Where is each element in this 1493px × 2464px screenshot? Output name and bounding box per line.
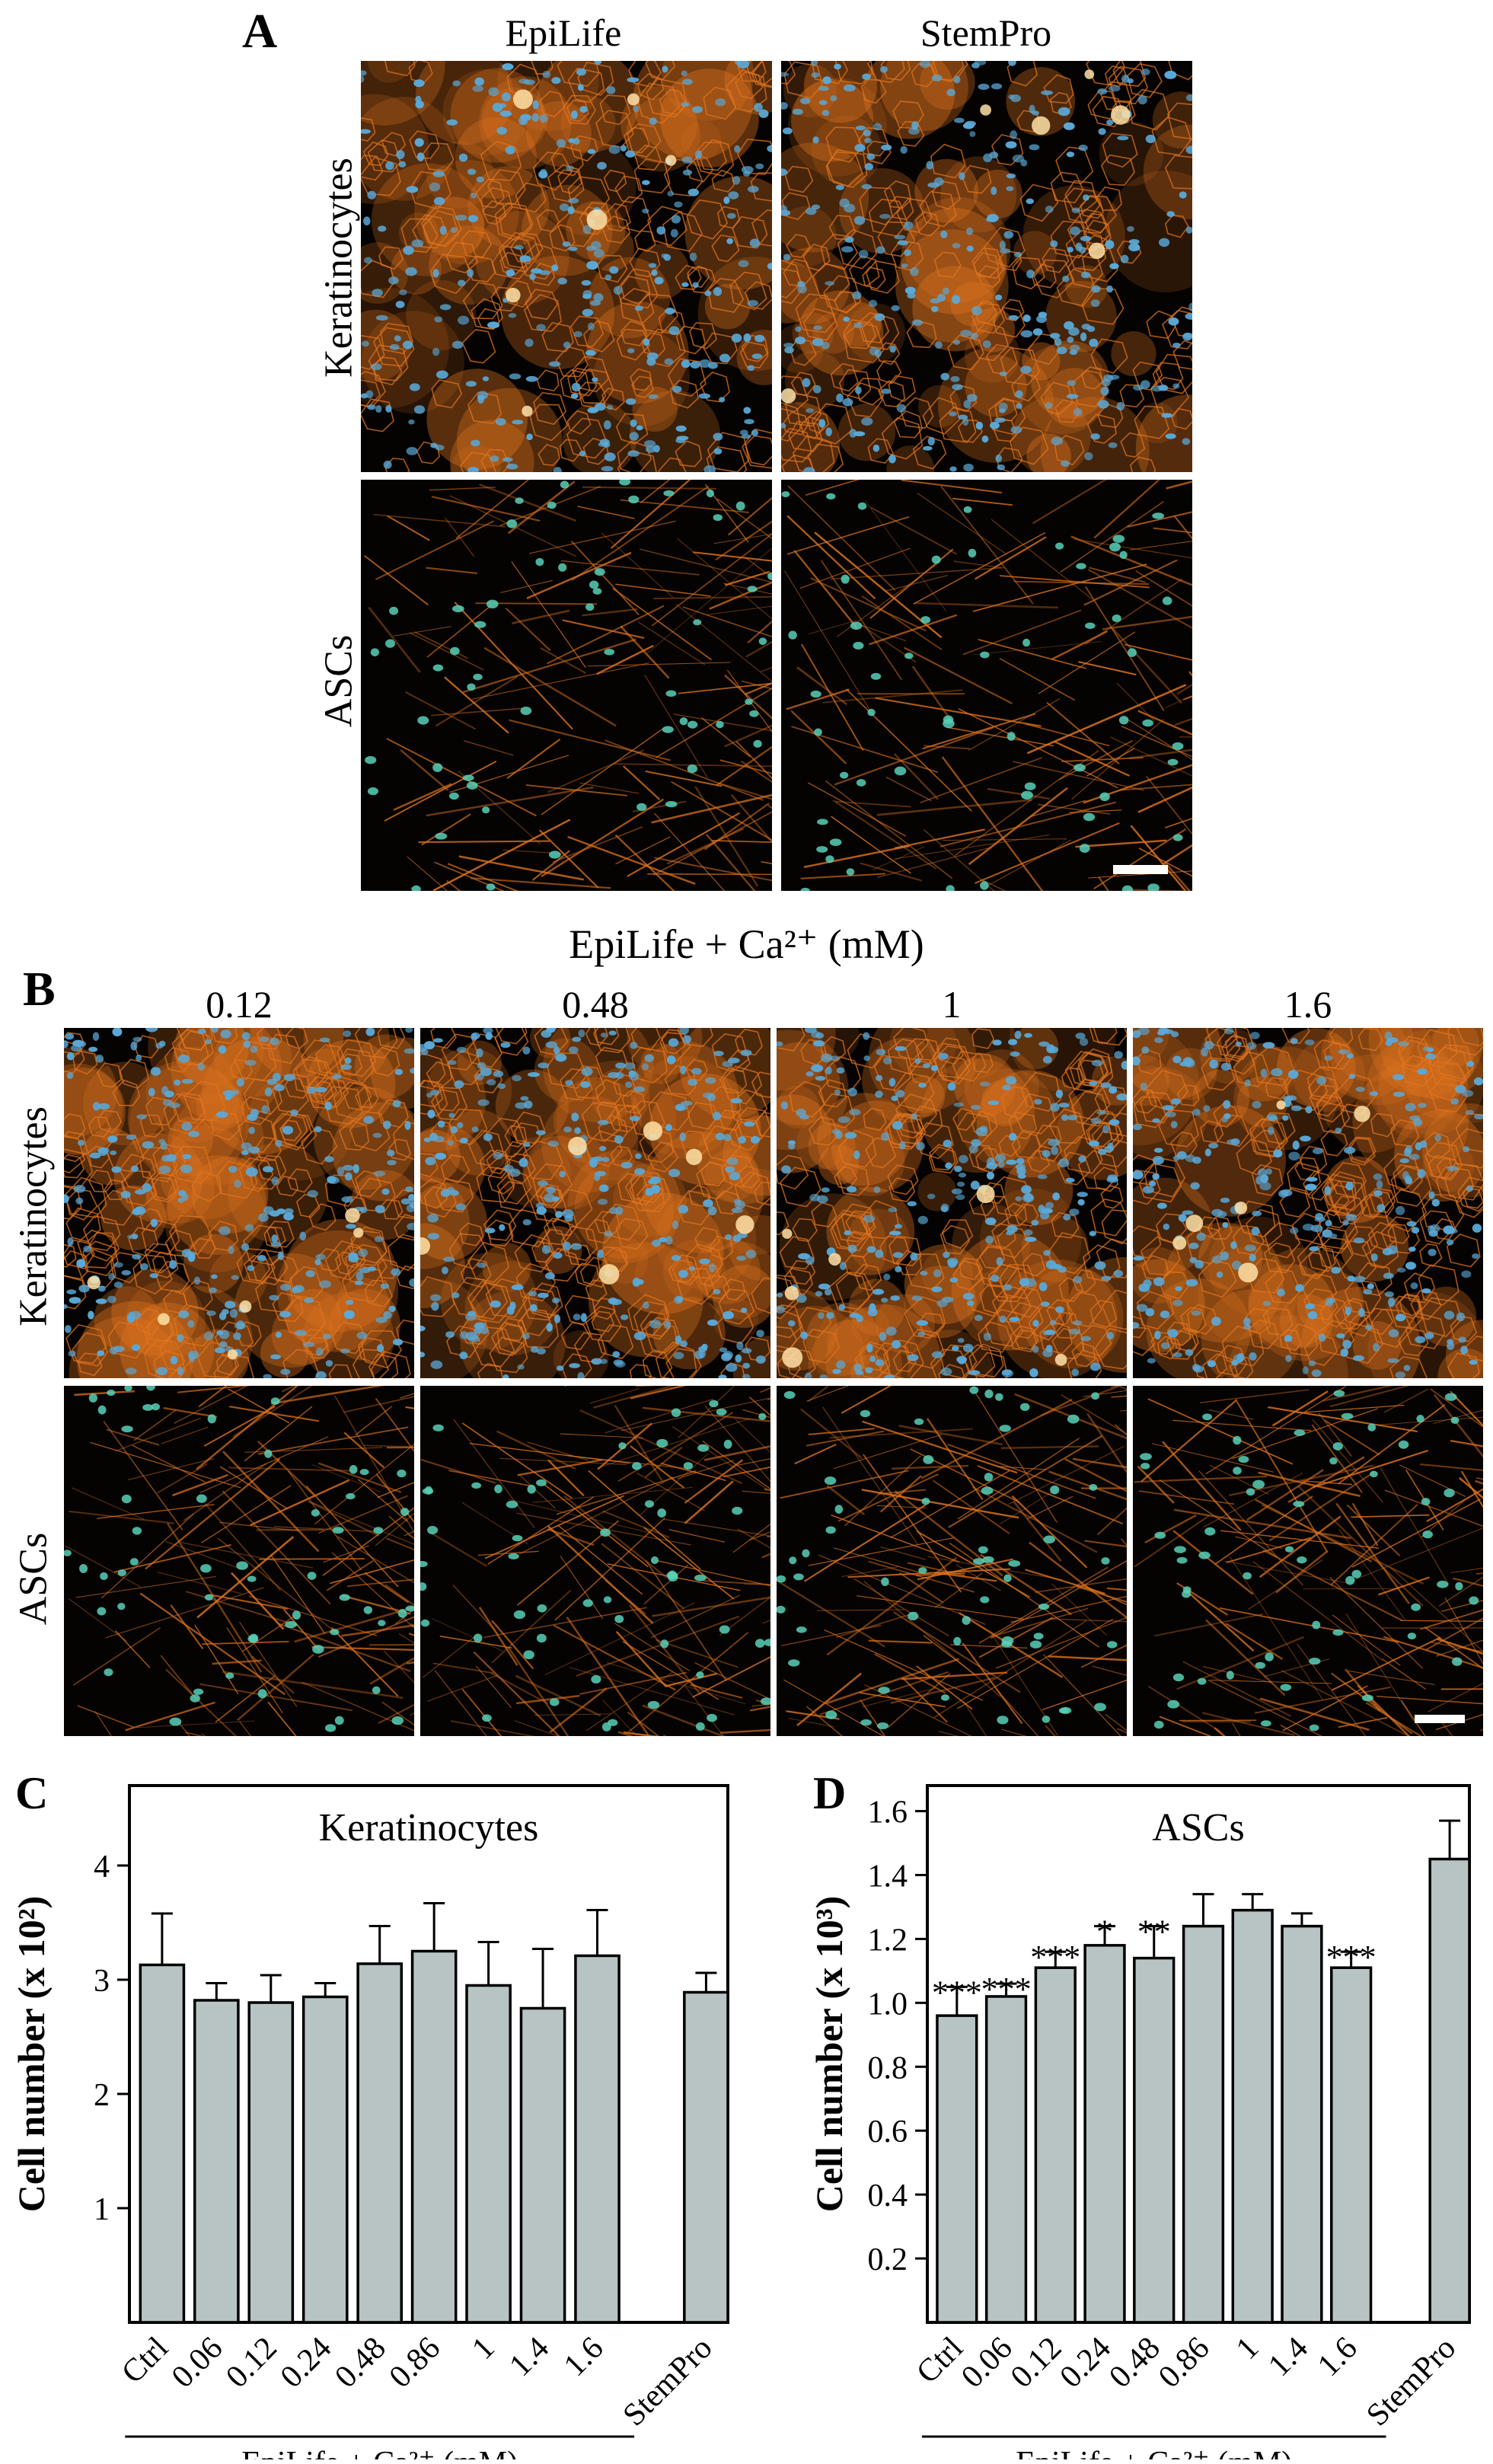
panel-b-col-0-12: 0.12 [206,983,273,1026]
panel-a-letter: A [242,4,278,58]
group-label: EpiLife + Ca²⁺ (mM) [241,2446,518,2459]
panel-a-row-keratinocytes: Keratinocytes [317,158,361,378]
panel-a-col-epilife: EpiLife [505,11,622,54]
micrograph-b-keratinocytes-1-6 [1133,1028,1483,1378]
significance-mark: * [1096,1913,1113,1951]
micrograph-a-ascs-stempro [781,480,1192,891]
y-tick-label: 2 [94,2078,110,2113]
scale-bar-b [1415,1715,1465,1723]
y-axis-label: Cell number (x 10³) [808,1896,850,2212]
x-tick-label: 0.12 [219,2331,283,2395]
panel-b-row-keratinocytes: Keratinocytes [11,1106,56,1326]
bar [1428,1857,1471,2324]
panel-b-col-0-48: 0.48 [562,983,629,1026]
bar [1231,1908,1274,2324]
x-tick-label: Ctrl [910,2331,970,2391]
micrograph-a-keratinocytes-stempro [781,61,1192,472]
bar [356,1962,404,2324]
chart-title: Keratinocytes [319,1806,539,1850]
bar [519,2006,566,2324]
micrograph-b-ascs-0-12 [64,1386,414,1736]
y-tick-label: 0.6 [868,2115,908,2150]
group-label: EpiLife + Ca²⁺ (mM) [1016,2446,1292,2459]
panel-a-row-ascs: ASCs [317,634,361,728]
y-tick-label: 1.4 [868,1859,908,1894]
y-tick-label: 1.6 [868,1795,908,1830]
bar [574,1954,620,2324]
micrograph-b-keratinocytes-0-48 [420,1028,770,1378]
bar [1281,1924,1323,2324]
x-tick-label: StemPro [617,2331,719,2434]
bar [1034,1966,1077,2324]
bar [1133,1956,1176,2324]
chart-title: ASCs [1152,1806,1244,1850]
x-tick-label: 1 [1230,2331,1265,2367]
panel-letter: D [813,1768,846,1818]
bar [936,2014,978,2324]
y-tick-label: 0.4 [868,2178,908,2213]
significance-mark: *** [1326,1939,1377,1976]
x-tick-label: 1.4 [502,2331,556,2384]
y-tick-label: 1.0 [868,1987,908,2022]
bar [1083,1944,1126,2324]
panel-a-col-stempro: StemPro [920,11,1052,54]
x-tick-label: 1.6 [1311,2331,1364,2384]
x-tick-label: 0.86 [383,2331,447,2395]
bar [1182,1924,1225,2324]
y-tick-label: 0.2 [868,2242,908,2277]
bar [984,1995,1028,2324]
x-tick-label: 0.48 [328,2331,392,2395]
y-tick-label: 3 [94,1964,110,1999]
micrograph-b-keratinocytes-0-12 [64,1028,414,1378]
significance-mark: *** [1030,1939,1080,1976]
panel-b-col-1-6: 1.6 [1284,983,1332,1026]
significance-mark: *** [932,1974,982,2011]
significance-mark: ** [1137,1913,1171,1951]
micrograph-b-ascs-1 [777,1386,1127,1736]
chart-c-keratinocytes: Keratinocytes 1 2 3 4 Cell number (x 10²) Ctrl… [10,1768,729,2459]
x-tick-label: Ctrl [115,2331,175,2391]
y-tick-label: 1 [94,2192,110,2227]
significance-mark: *** [981,1971,1032,2008]
bar [465,1984,512,2324]
y-tick-label: 1.2 [868,1923,908,1958]
micrograph-a-ascs-epilife [361,480,772,891]
bar [683,1990,729,2324]
x-tick-label: 0.86 [1152,2331,1216,2395]
x-tick-label: 1.6 [557,2331,611,2384]
x-tick-label: 0.12 [1004,2331,1068,2395]
x-tick-label: 0.24 [274,2331,338,2395]
x-tick-label: 1 [465,2331,501,2367]
x-tick-label: 0.48 [1102,2331,1166,2395]
y-axis-label: Cell number (x 10²) [10,1896,53,2212]
micrograph-b-keratinocytes-1 [777,1028,1127,1378]
x-tick-label: 1.4 [1262,2331,1315,2384]
bar [1330,1966,1373,2324]
x-tick-label: 0.24 [1054,2331,1118,2395]
micrograph-a-keratinocytes-epilife [361,61,772,472]
panel-b-row-ascs: ASCs [11,1532,56,1626]
bar [410,1949,458,2324]
panel-b-letter: B [23,962,56,1016]
bar [139,1963,186,2324]
bar [247,2001,295,2324]
x-tick-label: 0.06 [955,2331,1019,2395]
x-tick-label: 0.06 [165,2331,229,2395]
panel-letter: C [15,1768,48,1818]
panel-b-col-1: 1 [942,983,962,1026]
micrograph-b-ascs-0-48 [420,1386,770,1736]
bar [301,1995,349,2324]
scale-bar-a [1113,865,1168,874]
micrograph-b-ascs-1-6 [1133,1386,1483,1736]
x-tick-label: StemPro [1360,2331,1463,2434]
panel-b-title: EpiLife + Ca²⁺ (mM) [569,921,924,967]
y-tick-label: 0.8 [868,2051,908,2086]
bar [193,1999,240,2324]
y-tick-label: 4 [94,1850,110,1885]
